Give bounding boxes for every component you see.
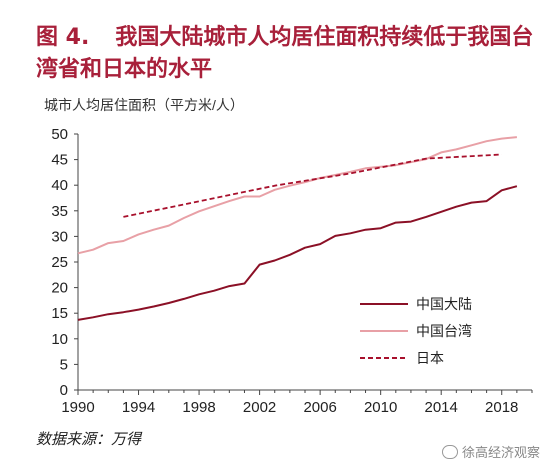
series-line-2 <box>123 153 502 218</box>
wechat-icon <box>441 444 458 459</box>
watermark: 徐高经济观察 <box>441 442 540 461</box>
x-tick-label: 1990 <box>61 399 94 416</box>
source-note: 数据来源：万得 <box>36 430 142 448</box>
x-tick-label: 2018 <box>485 399 518 416</box>
y-tick-label: 20 <box>51 280 68 297</box>
series-line-1 <box>77 136 517 255</box>
x-tick-label: 1994 <box>122 399 155 416</box>
y-tick-label: 50 <box>51 126 68 143</box>
chart-title: 图 4. 我国大陆城市人均居住面积持续低于我国台湾省和日本的水平 <box>36 22 541 86</box>
x-tick-label: 2010 <box>364 399 397 416</box>
x-tick-label: 2006 <box>303 399 336 416</box>
legend-label-2: 日本 <box>416 350 444 366</box>
x-tick-label: 2002 <box>243 399 276 416</box>
figure-number: 图 4. <box>36 25 90 50</box>
y-tick-label: 10 <box>51 331 68 348</box>
x-tick-label: 1998 <box>182 399 215 416</box>
x-tick-label: 2014 <box>425 399 458 416</box>
y-tick-label: 25 <box>51 254 68 271</box>
y-tick-label: 30 <box>51 228 68 245</box>
y-tick-label: 40 <box>51 177 68 194</box>
y-tick-label: 0 <box>60 382 68 399</box>
legend-label-1: 中国台湾 <box>416 323 472 339</box>
y-tick-label: 35 <box>51 203 68 220</box>
y-tick-label: 5 <box>60 356 68 373</box>
watermark-text: 徐高经济观察 <box>461 446 540 461</box>
y-axis-title: 城市人均居住面积（平方米/人） <box>44 97 244 113</box>
legend-label-0: 中国大陆 <box>416 296 472 312</box>
figure-title-text: 我国大陆城市人均居住面积持续低于我国台湾省和日本的水平 <box>36 25 534 82</box>
series-line-0 <box>77 185 518 321</box>
y-tick-label: 15 <box>51 305 68 322</box>
y-tick-label: 45 <box>51 152 68 169</box>
